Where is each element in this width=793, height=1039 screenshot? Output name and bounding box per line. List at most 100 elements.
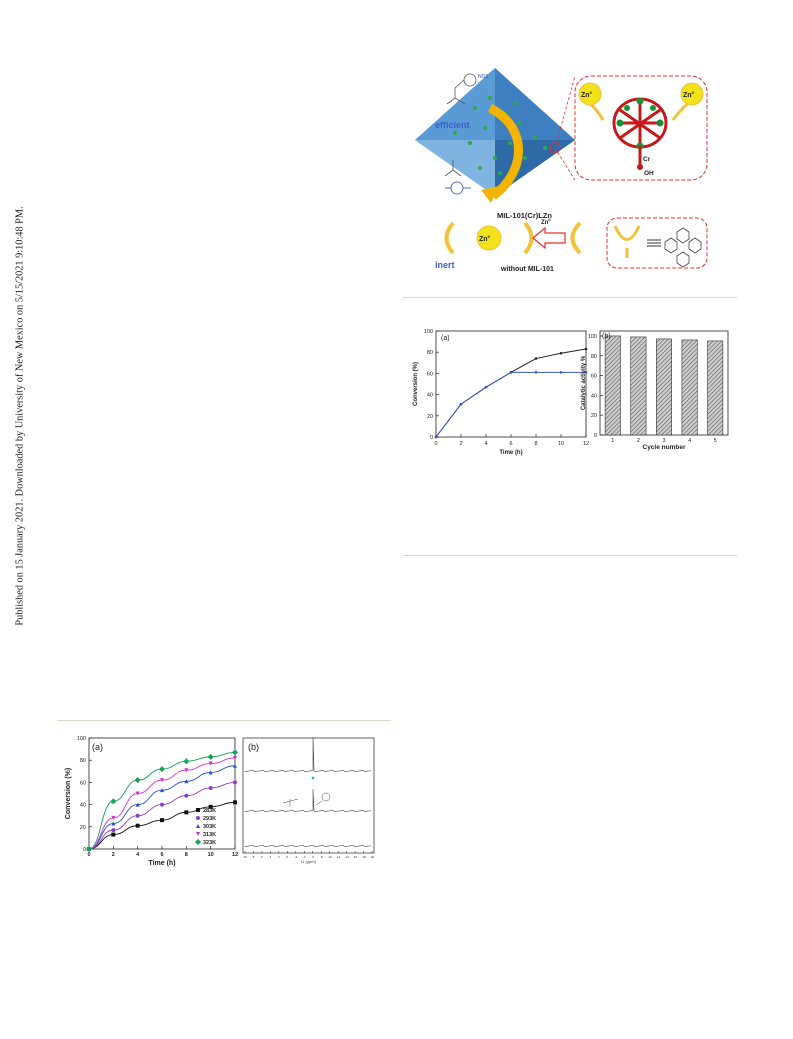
- zn-label-arrow: ZnII: [541, 217, 551, 226]
- inert-label: inert: [435, 260, 455, 270]
- top-a-series-1-line: [435, 371, 586, 438]
- nmr-inset-structure: [282, 792, 331, 807]
- top-a-series-0-point: [559, 351, 563, 355]
- top-b-bar-2: [630, 336, 647, 436]
- top-b-xtick-label: 5: [714, 438, 717, 444]
- bottom-chart-a-svg: 0 20 40 60 80 100 0 2 4 6 8 10 12 283K 293K 303K 313K 323…: [65, 736, 238, 867]
- top-b-ytick-label: 60: [591, 374, 597, 380]
- top-a-series-1-point: [509, 371, 513, 374]
- mechanism-scheme-svg: NO2 efficient MIL-101(Cr)LZn ZnII ZnII: [415, 68, 708, 273]
- top-a-plot-frame: [435, 330, 587, 438]
- nmr-xtick-label: -8: [320, 855, 323, 859]
- bot-a-xtick-label: 2: [112, 852, 115, 858]
- zn-cluster: ZnII ZnII Cr OH: [578, 82, 704, 177]
- nmr-peak-marker: [311, 776, 315, 780]
- nmr-xtick-label: -14: [344, 855, 349, 859]
- reactant-structure: [446, 73, 477, 105]
- bot-a-xtick-label: 0: [87, 852, 90, 858]
- bot-a-series-283K-point: [160, 818, 164, 823]
- bot-a-panel-label: (a): [92, 742, 103, 752]
- nmr-xtick-label: 4: [270, 855, 272, 859]
- cr-label: Cr: [643, 156, 651, 163]
- bot-a-legend-303K-marker: [196, 824, 200, 828]
- top-b-xlabel: Cycle number: [643, 444, 686, 451]
- top-figure-panel-b: 0 20 40 60 80 100 1 2 3 4 5 Cycle number Catalytic a…: [578, 323, 738, 458]
- bot-a-legend-313K-label: 313K: [203, 832, 216, 838]
- top-a-xtick-label: 10: [558, 441, 564, 447]
- nmr-plot-frame: [242, 737, 375, 854]
- bot-a-xtick-label: 12: [232, 852, 238, 858]
- bot-a-series-313K-point: [233, 755, 237, 760]
- nmr-xlabel: f1 (ppm): [301, 859, 317, 864]
- bot-a-series-293K-point: [160, 802, 164, 807]
- top-figure-panel-a: 0 20 40 60 80 100 0 2 4 6 8 10 12 Time (h) Conversion …: [408, 323, 593, 458]
- bot-a-series-283K-point: [233, 800, 237, 805]
- nmr-xtick-label: -18: [361, 855, 366, 859]
- top-b-xtick-label: 3: [662, 438, 665, 444]
- top-a-series-1-point: [484, 385, 488, 389]
- publication-sidebar: Published on 15 January 2021. Downloaded…: [0, 0, 40, 1039]
- nmr-trace-middle: [244, 788, 372, 813]
- top-b-bar-4: [681, 339, 698, 436]
- bottom-figure-panel-b: 10 8 6 4 2 0 -2 -4 -6 -8 -10 -12 -14 -16 -18 -20 f1 (ppm…: [238, 733, 378, 868]
- bot-a-xtick-label: 4: [136, 852, 140, 858]
- bottom-figure-panel-a: 0 20 40 60 80 100 0 2 4 6 8 10 12 283K 293K 303K 313K 323…: [60, 733, 245, 868]
- top-a-ytick-label: 40: [427, 393, 433, 399]
- reactant-no2: NO2: [478, 74, 489, 80]
- bot-a-series-323K-point: [134, 777, 141, 784]
- top-a-series-0-point: [584, 347, 588, 351]
- top-b-ytick-label: 20: [591, 413, 597, 419]
- top-a-panel-label: (a): [441, 335, 450, 342]
- top-b-bar-5: [707, 340, 724, 436]
- top-b-ylabel: Catalytic activity %: [581, 355, 587, 410]
- top-b-ytick-label: 100: [588, 334, 597, 340]
- nmr-panel-label: (b): [248, 742, 259, 752]
- top-chart-a-svg: 0 20 40 60 80 100 0 2 4 6 8 10 12 Time (h) Conversion …: [413, 329, 589, 456]
- top-a-xtick-label: 12: [583, 441, 589, 447]
- bot-a-series-293K-point: [233, 780, 237, 785]
- top-b-ytick-label: 40: [591, 393, 597, 399]
- bot-a-series-323K-point: [232, 749, 238, 756]
- top-b-xtick-label: 4: [688, 438, 691, 444]
- divider-2: [403, 555, 737, 556]
- bot-a-series-293K-point: [111, 828, 116, 833]
- top-a-series-0-point: [534, 357, 538, 360]
- bot-a-legend-293K-label: 293K: [203, 816, 216, 822]
- top-a-xtick-label: 0: [434, 441, 437, 447]
- nmr-xtick-label: -12: [336, 855, 341, 859]
- bot-a-legend-283K-marker: [196, 808, 200, 812]
- bot-a-legend-323K-marker: [195, 839, 201, 845]
- top-a-ytick-label: 60: [427, 371, 433, 377]
- nmr-xtick-label: -4: [303, 855, 306, 859]
- top-a-xtick-label: 6: [509, 441, 512, 447]
- zn-label-left: ZnII: [581, 90, 592, 99]
- inert-zn-complex: ZnII: [444, 221, 534, 255]
- bot-a-ytick-label: 80: [80, 758, 86, 764]
- bot-a-series-303K-point: [135, 802, 140, 807]
- bot-a-series-323K-point: [159, 766, 165, 773]
- bot-a-series-313K-point: [184, 768, 189, 773]
- top-a-series-1-point: [584, 371, 588, 374]
- bot-a-series-323K-point: [183, 758, 190, 765]
- nmr-xtick-label: -6: [311, 855, 314, 859]
- top-a-ytick-label: 100: [424, 329, 433, 335]
- top-b-bar-3: [656, 338, 672, 436]
- top-a-series-1-point: [534, 371, 538, 374]
- bot-a-xtick-label: 8: [185, 852, 188, 858]
- bot-a-series-303K-point: [160, 788, 164, 793]
- bot-a-ytick-label: 20: [80, 825, 86, 831]
- zn-label-right: ZnII: [683, 90, 694, 99]
- mof-label: MIL-101(Cr)LZn: [497, 211, 552, 220]
- nmr-spectra-svg: 10 8 6 4 2 0 -2 -4 -6 -8 -10 -12 -14 -16 -18 -20 f1 (ppm…: [242, 736, 375, 864]
- top-a-xtick-label: 4: [484, 441, 487, 447]
- publication-notice: Published on 15 January 2021. Downloaded…: [14, 206, 26, 626]
- nmr-xtick-label: 6: [261, 855, 263, 859]
- bot-a-series-313K-point: [111, 815, 116, 820]
- top-b-bar-1: [604, 335, 621, 436]
- bot-a-series-303K-point: [111, 821, 116, 826]
- top-a-series-1-point: [559, 371, 563, 374]
- bot-a-series-283K-point: [208, 804, 213, 809]
- nmr-xtick-label: -10: [327, 855, 332, 859]
- bot-a-legend-303K-label: 303K: [203, 824, 216, 830]
